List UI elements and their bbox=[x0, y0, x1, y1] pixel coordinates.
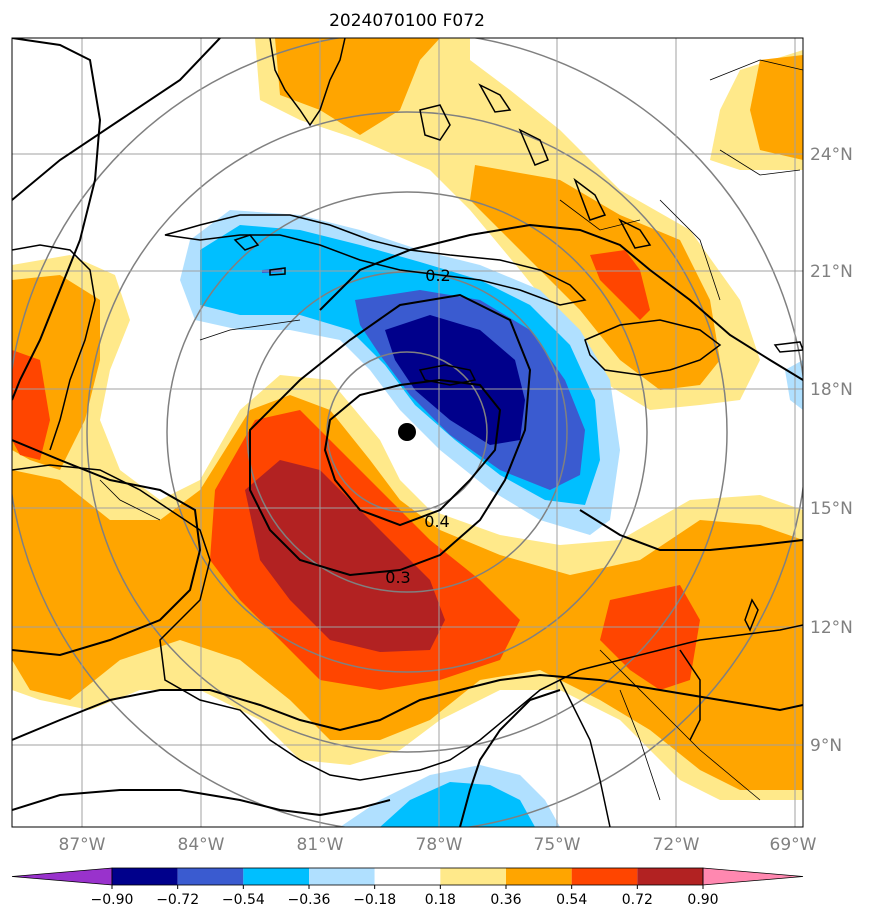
contour-label-0-3: 0.3 bbox=[385, 568, 410, 587]
lon-label-69w: 69°W bbox=[770, 835, 817, 855]
border-4 bbox=[659, 199, 721, 301]
map-title: 2024070100 F072 bbox=[329, 11, 485, 31]
coast-isla-juventud bbox=[233, 234, 260, 251]
contour-outer-mid bbox=[12, 439, 202, 657]
contour-0-3 bbox=[249, 293, 532, 577]
lon-label-87w: 87°W bbox=[59, 835, 106, 855]
border-6 bbox=[719, 149, 801, 176]
coast-florida bbox=[269, 38, 346, 127]
coast-colombia bbox=[559, 679, 611, 827]
fill-bottom-deep-sky bbox=[380, 782, 535, 827]
colorbar-segment bbox=[571, 868, 638, 885]
colorbar-segment bbox=[177, 868, 244, 885]
fill-navy bbox=[385, 315, 525, 445]
contour-0-4 bbox=[323, 378, 502, 527]
border-8 bbox=[619, 689, 661, 801]
lat-label-9n: 9°N bbox=[810, 736, 842, 756]
colorbar-tick-label: 0.54 bbox=[556, 892, 587, 908]
latitude-labels: 24°N 21°N 18°N 15°N 12°N 9°N bbox=[810, 145, 853, 756]
contour-outer-bottom2 bbox=[12, 789, 391, 817]
coast-bahamas-2 bbox=[478, 83, 512, 113]
contour-outer-bottom bbox=[12, 673, 803, 741]
border-7 bbox=[599, 649, 761, 801]
coast-cayman bbox=[269, 267, 286, 276]
coast-bahamas-4 bbox=[573, 177, 607, 221]
colorbar-tick-label: −0.90 bbox=[91, 892, 134, 908]
coast-pr bbox=[773, 341, 803, 353]
colorbar-segment bbox=[637, 868, 703, 885]
lat-label-15n: 15°N bbox=[810, 499, 853, 519]
coast-central-america bbox=[12, 464, 421, 781]
colorbar-tick-label: −0.18 bbox=[353, 892, 396, 908]
coastlines bbox=[12, 38, 803, 827]
coast-hispaniola bbox=[584, 319, 722, 376]
colorbar: −0.90 −0.72 −0.54 −0.36 −0.18 0.18 0.36 0.54 0.7… bbox=[11, 867, 804, 908]
map-frame bbox=[11, 37, 804, 828]
lat-label-12n: 12°N bbox=[810, 618, 853, 638]
contour-outer-left bbox=[12, 38, 102, 401]
coast-lesser-antilles bbox=[744, 598, 759, 632]
coast-bahamas-3 bbox=[518, 128, 549, 166]
negative-anomaly-fill bbox=[180, 210, 803, 827]
line-contours bbox=[12, 38, 803, 827]
lon-label-72w: 72°W bbox=[653, 835, 700, 855]
coast-cuba bbox=[164, 214, 587, 306]
coast-south-america bbox=[539, 624, 803, 691]
contour-0-2b bbox=[579, 509, 803, 551]
coast-bahamas-5 bbox=[618, 218, 652, 249]
longitude-labels: 87°W 84°W 81°W 78°W 75°W 72°W 69°W bbox=[59, 835, 817, 855]
border-1 bbox=[99, 479, 161, 521]
borders bbox=[99, 59, 803, 801]
colorbar-segment bbox=[440, 868, 506, 885]
fill-ne-red bbox=[590, 250, 650, 320]
border-5 bbox=[709, 59, 803, 81]
colorbar-tick-label: 0.18 bbox=[425, 892, 456, 908]
lat-label-21n: 21°N bbox=[810, 262, 853, 282]
coast-venezuela bbox=[679, 649, 701, 741]
colorbar-tick-label: −0.54 bbox=[222, 892, 265, 908]
colorbar-tick-label: −0.36 bbox=[288, 892, 331, 908]
colorbar-extend-high bbox=[702, 867, 804, 886]
border-2 bbox=[199, 319, 301, 341]
colorbar-segment bbox=[374, 868, 441, 885]
colorbar-segment bbox=[506, 868, 572, 885]
range-rings bbox=[12, 38, 803, 827]
lon-label-78w: 78°W bbox=[416, 835, 463, 855]
colorbar-tick-label: 0.90 bbox=[687, 892, 718, 908]
contour-label-0-2: 0.2 bbox=[425, 266, 450, 285]
colorbar-segment bbox=[243, 868, 309, 885]
colorbar-tick-label: 0.36 bbox=[490, 892, 521, 908]
contour-right-down bbox=[459, 689, 561, 827]
lat-label-18n: 18°N bbox=[810, 380, 853, 400]
fill-east-red bbox=[600, 585, 700, 690]
colorbar-extend-low bbox=[11, 867, 113, 886]
colorbar-tick-label: −0.72 bbox=[156, 892, 199, 908]
fill-ne-orange2 bbox=[470, 165, 720, 390]
map-area: 0.2 0.4 0.3 bbox=[12, 38, 803, 827]
coast-jamaica bbox=[418, 364, 477, 386]
storm-center-marker bbox=[398, 423, 416, 441]
lon-label-81w: 81°W bbox=[297, 835, 344, 855]
lat-label-24n: 24°N bbox=[810, 145, 853, 165]
contour-outer-tl bbox=[12, 38, 221, 201]
border-3 bbox=[559, 199, 641, 231]
coast-bahamas-1 bbox=[419, 104, 451, 141]
contour-0-2 bbox=[319, 223, 803, 381]
contour-label-0-4: 0.4 bbox=[424, 512, 449, 531]
colorbar-segment bbox=[112, 868, 178, 885]
coast-yucatan bbox=[12, 244, 96, 451]
colorbar-segment bbox=[309, 868, 375, 885]
colorbar-frame bbox=[111, 867, 704, 886]
fill-corner-orange bbox=[750, 55, 803, 160]
fill-ne-orange bbox=[275, 38, 440, 135]
colorbar-tick-label: 0.72 bbox=[622, 892, 653, 908]
lon-label-75w: 75°W bbox=[534, 835, 581, 855]
lon-label-84w: 84°W bbox=[178, 835, 225, 855]
